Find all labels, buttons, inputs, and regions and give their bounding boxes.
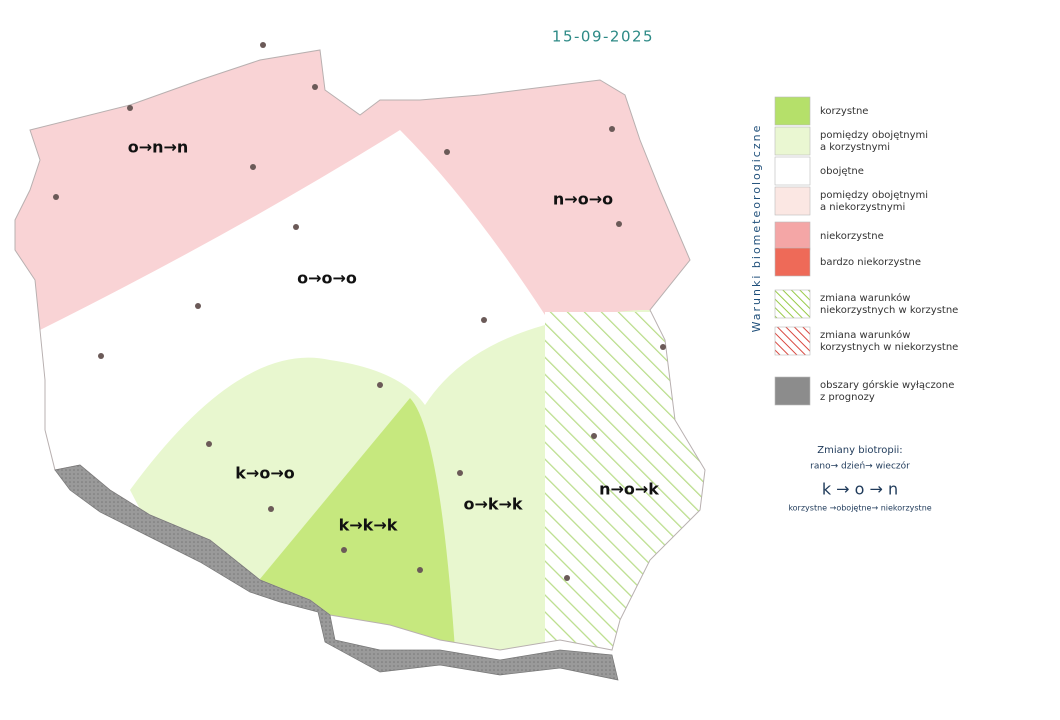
city bbox=[444, 149, 450, 155]
city bbox=[98, 353, 104, 359]
biotropy-title: Zmiany biotropii: bbox=[817, 445, 902, 456]
city bbox=[293, 224, 299, 230]
legend-label: korzystne bbox=[820, 106, 868, 117]
legend-label: korzystnych w niekorzystne bbox=[820, 342, 958, 353]
region-label: o→n→n bbox=[128, 138, 189, 157]
legend-label: niekorzystnych w korzystne bbox=[820, 305, 958, 316]
favourable-zone bbox=[255, 398, 455, 650]
city bbox=[417, 567, 423, 573]
date: 15-09-2025 bbox=[552, 28, 654, 46]
legend-label: z prognozy bbox=[820, 392, 875, 403]
legend-label: pomiędzy obojętnymi bbox=[820, 130, 928, 141]
legend-swatch bbox=[774, 221, 811, 251]
cities bbox=[53, 42, 666, 581]
biotropy-example: k → o → n bbox=[822, 480, 898, 499]
legend-label: niekorzystne bbox=[820, 231, 884, 242]
city bbox=[660, 344, 666, 350]
city bbox=[457, 470, 463, 476]
city bbox=[312, 84, 318, 90]
legend-swatch bbox=[774, 289, 811, 319]
biotropy-times: rano→ dzień→ wieczór bbox=[810, 461, 910, 472]
legend-swatch bbox=[774, 126, 811, 156]
biotropy-meanings: korzystne →obojętne→ niekorzystne bbox=[788, 504, 931, 513]
city bbox=[609, 126, 615, 132]
legend-label: obojętne bbox=[820, 166, 864, 177]
city bbox=[127, 105, 133, 111]
country-border bbox=[14, 49, 706, 651]
legend-label: a niekorzystnymi bbox=[820, 202, 905, 213]
city bbox=[377, 382, 383, 388]
region-label: k→k→k bbox=[339, 516, 398, 535]
legend-title: Warunki biometeorologiczne bbox=[750, 124, 763, 333]
city bbox=[260, 42, 266, 48]
region-label: o→o→o bbox=[297, 269, 357, 288]
legend-swatch bbox=[774, 156, 811, 186]
region-label: k→o→o bbox=[235, 464, 294, 483]
city bbox=[616, 221, 622, 227]
city bbox=[250, 164, 256, 170]
city bbox=[206, 441, 212, 447]
city bbox=[195, 303, 201, 309]
legend-swatch bbox=[774, 326, 811, 356]
legend-swatch bbox=[774, 96, 811, 126]
mountains bbox=[54, 464, 619, 681]
city bbox=[564, 575, 570, 581]
city bbox=[268, 506, 274, 512]
legend-swatch bbox=[774, 186, 811, 216]
city bbox=[591, 433, 597, 439]
region-label: o→k→k bbox=[463, 495, 522, 514]
legend-label: obszary górskie wyłączone bbox=[820, 379, 954, 391]
region-label: n→o→k bbox=[599, 480, 659, 499]
legend-swatch bbox=[774, 247, 811, 277]
city bbox=[481, 317, 487, 323]
region-label: n→o→o bbox=[553, 190, 613, 209]
map-zones bbox=[15, 50, 705, 650]
legend-label: a korzystnymi bbox=[820, 142, 890, 153]
legend-swatch bbox=[774, 376, 811, 406]
city bbox=[341, 547, 347, 553]
city bbox=[53, 194, 59, 200]
legend-label: zmiana warunków bbox=[820, 292, 910, 304]
legend-label: zmiana warunków bbox=[820, 329, 910, 341]
legend-label: bardzo niekorzystne bbox=[820, 257, 921, 268]
legend-label: pomiędzy obojętnymi bbox=[820, 190, 928, 201]
